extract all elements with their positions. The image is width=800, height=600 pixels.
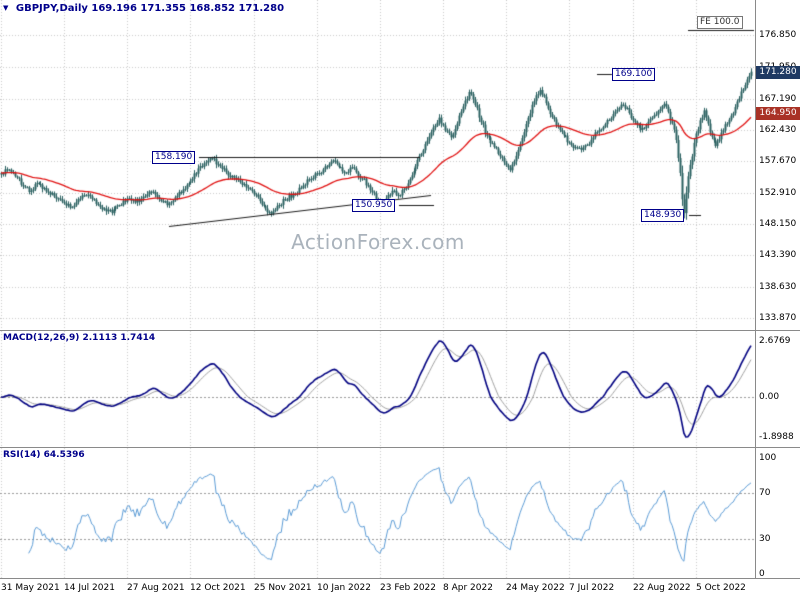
axis-tick-label: 0	[759, 569, 765, 579]
axis-tick-label: 162.430	[759, 125, 797, 135]
axis-tick-label: 30	[759, 534, 771, 544]
date-tick-label: 5 Oct 2022	[696, 583, 746, 593]
axis-tick-label: 157.670	[759, 156, 797, 166]
axis-tick-label: 100	[759, 453, 777, 463]
date-tick-label: 23 Feb 2022	[380, 583, 437, 593]
date-tick-label: 14 Jul 2021	[64, 583, 115, 593]
macd-indicator-label: MACD(12,26,9) 2.1113 1.7414	[3, 333, 156, 343]
axis-tick-label: 2.6769	[759, 336, 791, 346]
date-tick-label: 24 May 2022	[506, 583, 565, 593]
date-tick-label: 31 May 2021	[1, 583, 60, 593]
last-price-box: 171.280	[756, 66, 800, 79]
chart-symbol-period: GBPJPY,Daily	[15, 3, 88, 14]
price-chart-canvas[interactable]	[0, 0, 756, 330]
axis-tick-label: 70	[759, 488, 771, 498]
rsi-indicator-label: RSI(14) 64.5396	[3, 450, 85, 460]
ma-price-box: 164.950	[756, 107, 800, 120]
date-tick-label: 12 Oct 2021	[190, 583, 246, 593]
date-tick-label: 10 Jan 2022	[317, 583, 371, 593]
axis-tick-label: 152.910	[759, 188, 797, 198]
time-axis[interactable]: 31 May 2021 14 Jul 2021 27 Aug 2021 12 Oct …	[0, 579, 756, 600]
date-tick-label: 7 Jul 2022	[569, 583, 615, 593]
axis-tick-label: 148.150	[759, 219, 797, 229]
price-level-annotation[interactable]: 169.100	[612, 68, 656, 81]
chart-title: ▼ GBPJPY,Daily 169.196 171.355 168.852 1…	[3, 3, 284, 14]
axis-tick-label: 133.870	[759, 313, 797, 323]
axis-tick-label: 143.390	[759, 250, 797, 260]
fibonacci-expansion-label[interactable]: FE 100.0	[697, 16, 743, 29]
price-level-annotation[interactable]: 150.950	[352, 199, 396, 212]
axis-tick-label: 138.630	[759, 282, 797, 292]
chart-ohlc-values: 169.196 171.355 168.852 171.280	[91, 3, 285, 14]
rsi-panel-canvas[interactable]	[0, 448, 756, 578]
price-level-annotation[interactable]: 158.190	[152, 151, 196, 164]
panel-separator-macd	[0, 330, 800, 331]
axis-tick-label: 167.190	[759, 94, 797, 104]
date-tick-label: 27 Aug 2021	[127, 583, 185, 593]
price-axis-separator	[755, 0, 756, 578]
price-level-annotation[interactable]: 148.930	[641, 209, 685, 222]
symbol-dropdown-icon[interactable]: ▼	[3, 4, 9, 12]
macd-panel-canvas[interactable]	[0, 331, 756, 447]
axis-tick-label: -1.8988	[759, 432, 794, 442]
axis-tick-label: 176.850	[759, 30, 797, 40]
date-tick-label: 8 Apr 2022	[443, 583, 493, 593]
axis-tick-label: 0.00	[759, 392, 780, 402]
panel-separator-rsi	[0, 447, 800, 448]
date-tick-label: 22 Aug 2022	[633, 583, 691, 593]
price-axis[interactable]: 176.850171.950167.190162.430157.670152.9…	[756, 0, 800, 579]
time-axis-separator	[0, 578, 800, 579]
date-tick-label: 25 Nov 2021	[254, 583, 312, 593]
